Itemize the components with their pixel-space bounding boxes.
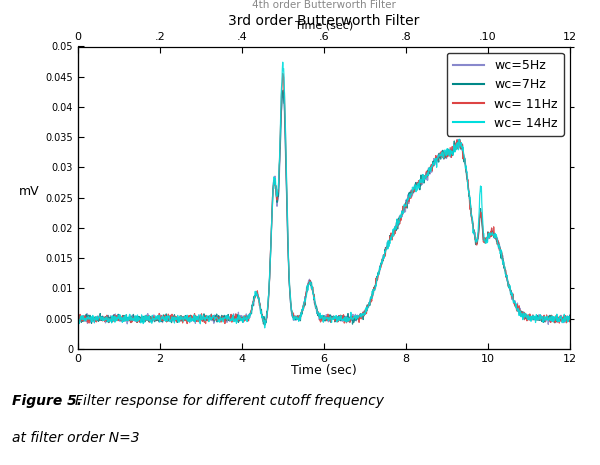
Text: 3rd order Butterworth Filter: 3rd order Butterworth Filter	[229, 14, 419, 28]
X-axis label: Time (sec): Time (sec)	[291, 364, 357, 377]
X-axis label: Time (sec): Time (sec)	[295, 21, 353, 31]
Text: at filter order N=3: at filter order N=3	[12, 431, 140, 445]
Legend: wc=5Hz, wc=7Hz, wc= 11Hz, wc= 14Hz: wc=5Hz, wc=7Hz, wc= 11Hz, wc= 14Hz	[446, 53, 564, 136]
Text: 4th order Butterworth Filter: 4th order Butterworth Filter	[252, 0, 396, 10]
Text: Figure 5.: Figure 5.	[12, 393, 82, 407]
Text: Filter response for different cutoff frequency: Filter response for different cutoff fre…	[75, 393, 384, 407]
Y-axis label: mV: mV	[19, 185, 39, 198]
